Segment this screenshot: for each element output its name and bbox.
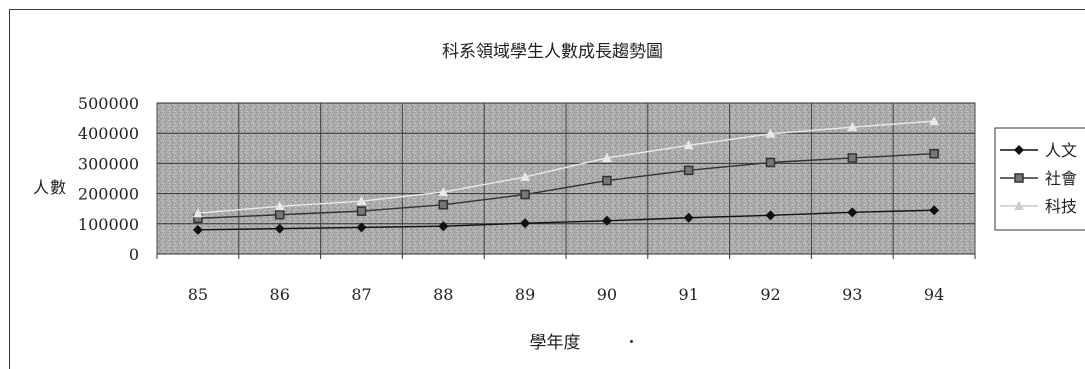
x-tick-label: 87: [351, 285, 371, 304]
x-tick-label: 88: [433, 285, 453, 304]
x-tick-labels: 85 86 87 88 89 90 91 92 93 94: [188, 285, 945, 304]
data-point: [192, 208, 203, 218]
stray-dot: [630, 340, 633, 343]
x-axis-label: 學年度: [529, 333, 581, 353]
data-point: [520, 171, 531, 181]
y-tick-label: 300000: [78, 154, 139, 173]
data-point: [520, 218, 531, 229]
legend-box: [994, 127, 1085, 231]
data-point: [683, 212, 694, 223]
data-point: [602, 175, 612, 186]
data-point: [438, 200, 449, 210]
data-point: [274, 209, 285, 220]
series-line: [197, 209, 935, 231]
legend-label: 科技: [1045, 197, 1077, 216]
x-tick-label: 93: [842, 285, 862, 304]
x-tick-label: 90: [597, 285, 617, 304]
data-point: [929, 116, 940, 126]
data-point: [356, 206, 367, 216]
legend-marker: [1014, 173, 1024, 183]
data-point: [274, 223, 285, 234]
x-tick-label: 94: [924, 285, 944, 304]
legend-label: 人文: [1045, 141, 1077, 160]
data-point: [601, 215, 612, 226]
legend-marker: [1014, 201, 1024, 210]
series-line: [197, 120, 935, 214]
data-point: [356, 222, 367, 233]
data-point: [765, 157, 776, 168]
data-point: [765, 210, 776, 221]
y-tick-label: 200000: [78, 185, 139, 204]
grid-lines: [156, 102, 976, 259]
data-point: [438, 221, 449, 232]
legend-label: 社會: [1045, 169, 1077, 188]
x-tick-label: 91: [679, 285, 699, 304]
y-tick-label: 100000: [78, 215, 139, 234]
data-point: [274, 201, 285, 211]
x-tick-label: 85: [188, 285, 208, 304]
data-point: [683, 165, 694, 176]
data-point: [438, 187, 449, 197]
y-tick-labels: 0 100000 200000 300000 400000 500000: [78, 94, 139, 264]
data-point: [929, 205, 940, 216]
y-axis-label: 人數: [33, 178, 68, 197]
chart-title: 科系領域學生人數成長趨勢圖: [442, 42, 663, 62]
x-tick-label: 89: [515, 285, 535, 304]
data-point: [929, 148, 939, 159]
data-point: [847, 207, 858, 218]
data-point: [520, 189, 530, 200]
x-tick-label: 86: [270, 285, 290, 304]
data-point: [192, 224, 203, 235]
y-tick-label: 500000: [78, 94, 139, 113]
y-tick-label: 400000: [78, 124, 139, 143]
data-point: [601, 152, 612, 162]
legend-marker: [1014, 145, 1024, 155]
y-tick-label: 0: [129, 245, 139, 264]
data-point: [356, 196, 367, 206]
data-point: [847, 122, 858, 132]
series-lines: [192, 116, 940, 235]
data-point: [683, 140, 694, 150]
x-tick-label: 92: [760, 285, 780, 304]
data-point: [765, 128, 776, 138]
chart-frame: [9, 9, 1085, 369]
data-point: [847, 153, 858, 163]
series-line: [197, 153, 935, 220]
